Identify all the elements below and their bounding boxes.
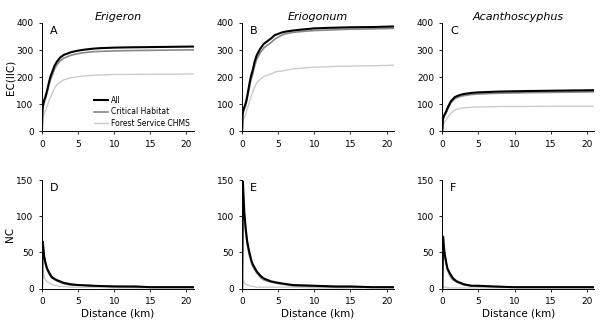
Text: A: A xyxy=(50,26,57,36)
Text: F: F xyxy=(450,183,457,194)
Title: Eriogonum: Eriogonum xyxy=(288,12,348,22)
Text: D: D xyxy=(50,183,58,194)
Legend: All, Critical Habitat, Forest Service CHMS: All, Critical Habitat, Forest Service CH… xyxy=(94,96,190,128)
Text: C: C xyxy=(450,26,458,36)
Text: E: E xyxy=(250,183,257,194)
X-axis label: Distance (km): Distance (km) xyxy=(81,309,154,319)
Text: B: B xyxy=(250,26,257,36)
Y-axis label: NC: NC xyxy=(5,227,15,242)
X-axis label: Distance (km): Distance (km) xyxy=(281,309,355,319)
Title: Acanthoscyphus: Acanthoscyphus xyxy=(473,12,564,22)
Title: Erigeron: Erigeron xyxy=(94,12,142,22)
Y-axis label: EC(IIC): EC(IIC) xyxy=(5,60,15,95)
X-axis label: Distance (km): Distance (km) xyxy=(482,309,555,319)
